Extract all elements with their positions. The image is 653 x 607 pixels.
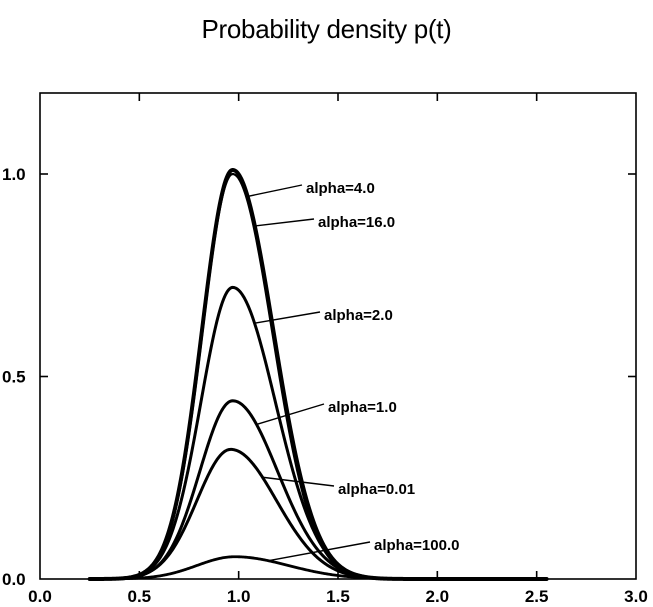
density-curves [87, 167, 549, 581]
axis-ticks [40, 93, 636, 579]
plot-frame [39, 92, 637, 580]
x-tick-label: 1.5 [326, 587, 350, 606]
y-tick-label: 0.5 [2, 368, 26, 387]
x-tick-labels: 0.0 0.5 1.0 1.5 2.0 2.5 3.0 [28, 587, 648, 606]
annotation-label: alpha=16.0 [318, 214, 395, 231]
annotation-label: alpha=100.0 [374, 537, 459, 554]
annotation-leader [256, 403, 325, 426]
x-tick-label: 0.0 [28, 587, 52, 606]
annotation-leader [247, 184, 303, 198]
annotation-leader [254, 311, 321, 324]
chart-title: Probability density p(t) [201, 14, 452, 44]
y-tick-label: 1.0 [2, 165, 26, 184]
density-curve-5 [88, 555, 548, 581]
annotation-leaders [247, 184, 371, 562]
x-tick-label: 2.5 [525, 587, 549, 606]
annotation-leader [262, 476, 335, 487]
x-tick-label: 3.0 [624, 587, 648, 606]
annotation-label: alpha=0.01 [338, 481, 415, 498]
annotation-leader [253, 218, 315, 227]
annotation-leader [268, 541, 371, 562]
density-curve-1 [88, 172, 548, 581]
x-tick-label: 0.5 [128, 587, 152, 606]
x-tick-label: 2.0 [426, 587, 450, 606]
annotation-label: alpha=2.0 [324, 307, 393, 324]
x-tick-label: 1.0 [227, 587, 251, 606]
y-tick-label: 0.0 [2, 570, 26, 589]
annotation-label: alpha=4.0 [306, 180, 375, 197]
annotation-labels: alpha=4.0 alpha=16.0 alpha=2.0 alpha=1.0 alp… [306, 180, 459, 554]
y-tick-labels: 0.0 0.5 1.0 [2, 165, 26, 589]
density-curve-0 [87, 167, 549, 581]
annotation-label: alpha=1.0 [328, 399, 397, 416]
